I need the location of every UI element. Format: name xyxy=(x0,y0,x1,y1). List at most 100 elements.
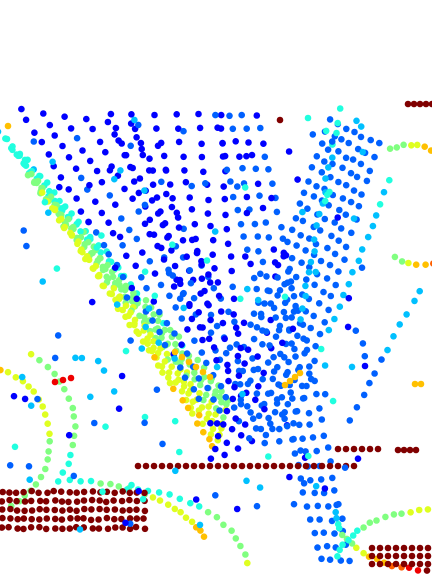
dot xyxy=(56,183,63,191)
dot xyxy=(311,248,318,255)
dot xyxy=(306,263,313,271)
dot xyxy=(159,440,166,448)
dot xyxy=(324,444,332,451)
dot xyxy=(384,560,392,568)
dot xyxy=(133,497,141,505)
dot xyxy=(45,151,53,158)
dot xyxy=(129,195,136,202)
dot xyxy=(0,129,2,135)
dot xyxy=(191,369,198,377)
dot xyxy=(279,235,287,242)
dot xyxy=(150,231,158,238)
dot xyxy=(89,525,97,532)
dot xyxy=(335,178,342,186)
dot xyxy=(206,373,214,381)
dot xyxy=(284,368,291,376)
dot xyxy=(179,397,186,404)
dot xyxy=(40,110,47,117)
dot xyxy=(424,552,432,560)
dot xyxy=(199,336,206,344)
dot xyxy=(238,111,245,119)
dot xyxy=(166,181,174,188)
dot xyxy=(131,116,138,124)
dot xyxy=(294,176,301,183)
dot xyxy=(304,114,312,122)
dot xyxy=(321,215,329,223)
dot xyxy=(188,315,196,323)
dot xyxy=(154,142,162,150)
dot xyxy=(133,515,141,522)
dot xyxy=(269,375,277,383)
dot xyxy=(403,311,410,318)
dot xyxy=(150,298,158,305)
dot xyxy=(253,502,261,510)
dot xyxy=(339,541,346,548)
dot xyxy=(175,138,183,146)
dot xyxy=(298,259,305,267)
dot xyxy=(274,292,281,299)
dot xyxy=(111,131,118,138)
dot xyxy=(173,209,181,217)
dot xyxy=(41,198,49,206)
dot xyxy=(104,118,112,126)
dot xyxy=(408,552,416,560)
dot xyxy=(12,374,20,381)
dot xyxy=(250,310,258,318)
dot xyxy=(166,379,174,387)
dot xyxy=(325,306,332,314)
dot xyxy=(249,355,256,362)
dot xyxy=(299,217,307,225)
dot xyxy=(217,382,225,390)
dot xyxy=(153,125,160,132)
dot xyxy=(239,164,246,172)
dot xyxy=(408,142,415,149)
dot xyxy=(349,532,357,539)
dot xyxy=(372,212,380,219)
dot xyxy=(259,341,266,348)
dot xyxy=(328,138,336,145)
dot xyxy=(254,233,262,240)
dot xyxy=(166,462,174,470)
dot xyxy=(243,152,250,160)
dot xyxy=(217,308,225,315)
dot xyxy=(194,356,201,364)
dot xyxy=(261,439,269,447)
dot xyxy=(262,219,270,226)
dot xyxy=(316,405,323,412)
dot xyxy=(258,313,265,321)
dot xyxy=(203,415,211,423)
dot xyxy=(334,119,342,127)
dot xyxy=(195,375,203,382)
dot xyxy=(127,337,134,344)
dot xyxy=(122,347,130,355)
dot xyxy=(39,403,46,410)
dot xyxy=(119,507,126,514)
dot xyxy=(261,153,269,161)
dot xyxy=(339,195,347,202)
dot xyxy=(195,309,202,316)
dot xyxy=(252,396,259,404)
dot xyxy=(134,462,142,470)
dot xyxy=(223,439,231,447)
dot xyxy=(333,501,340,509)
dot xyxy=(196,324,204,331)
dot xyxy=(195,411,203,419)
dot xyxy=(218,388,225,395)
dot xyxy=(334,214,342,221)
dot xyxy=(270,462,278,470)
dot xyxy=(244,246,251,253)
dot xyxy=(241,421,249,428)
dot xyxy=(257,270,264,278)
dot xyxy=(220,421,227,428)
dot xyxy=(353,173,361,181)
dot xyxy=(416,552,424,560)
dot xyxy=(309,434,317,441)
dot xyxy=(158,334,165,342)
dot xyxy=(300,394,308,402)
dot xyxy=(211,228,219,235)
dot xyxy=(400,446,408,454)
dot xyxy=(229,193,237,201)
dot xyxy=(336,546,344,554)
dot xyxy=(176,448,183,456)
dot xyxy=(70,472,78,480)
